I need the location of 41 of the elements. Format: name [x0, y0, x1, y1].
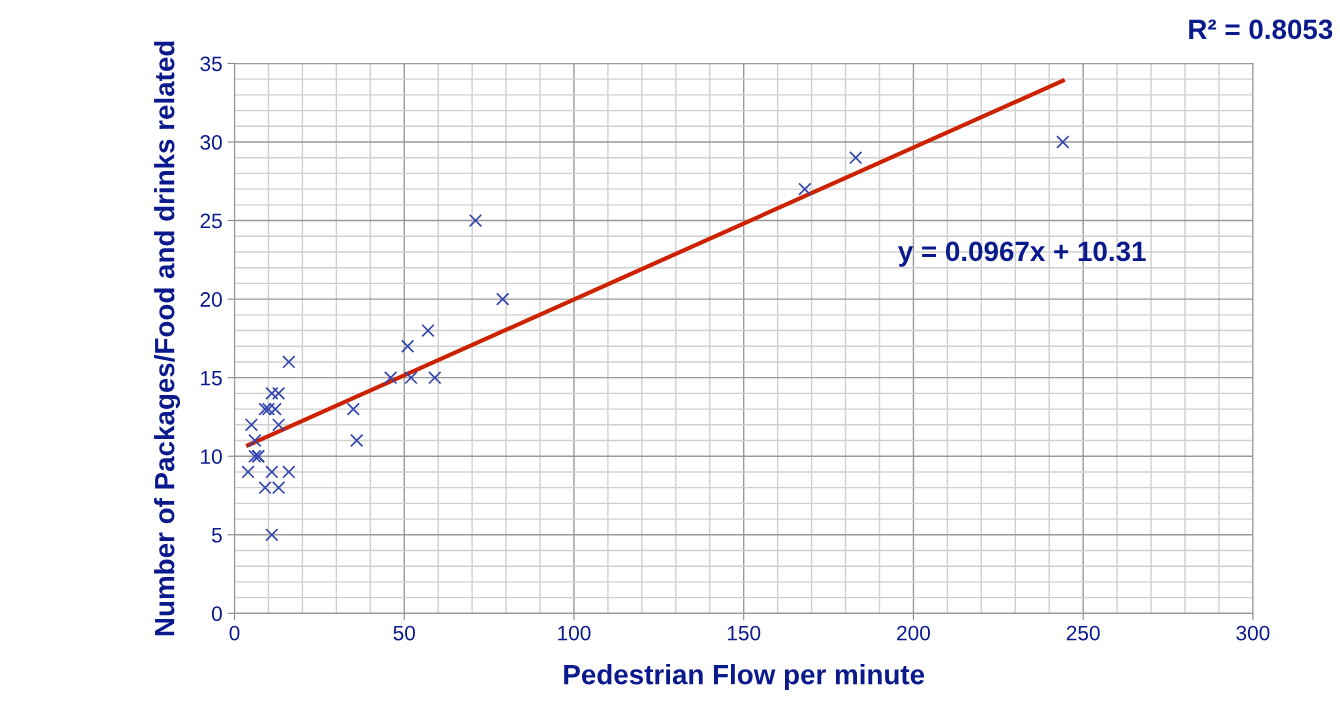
y-tick-label: 35: [200, 56, 222, 72]
point: [282, 355, 296, 369]
y-tick-label: 25: [200, 213, 222, 229]
point: [798, 182, 812, 196]
x-tick-label: 150: [727, 625, 761, 641]
x-tick-label: 50: [393, 625, 416, 641]
x-tick-label: 300: [1236, 625, 1270, 641]
x-tick-label: 200: [897, 625, 930, 641]
point: [241, 465, 255, 479]
y-tick-label: 5: [211, 528, 222, 543]
point: [404, 371, 418, 385]
point: [468, 213, 483, 228]
y-axis-title: Number of Packages/Food and drinks related: [154, 41, 181, 636]
point: [244, 418, 259, 432]
point: [265, 528, 279, 542]
y-tick-label: 30: [200, 135, 222, 150]
point: [248, 433, 262, 448]
point: [421, 323, 435, 338]
point: [282, 465, 296, 479]
annotation: y = 0.0967x + 10.31: [898, 241, 1146, 267]
point: [346, 402, 360, 416]
x-tick-label: 0: [229, 625, 240, 641]
y-tick-label: 20: [200, 292, 222, 307]
point: [428, 371, 442, 385]
point: [265, 386, 279, 401]
point: [271, 386, 286, 401]
point: [350, 433, 364, 448]
text: R² = 0.8053: [1189, 19, 1333, 40]
x-tick-label: 100: [558, 625, 591, 641]
x-axis-title: Pedestrian Flow per minute: [564, 664, 925, 690]
point: [271, 418, 286, 432]
y-tick-label: 0: [211, 606, 222, 622]
y-tick-label: 10: [201, 449, 222, 464]
point: [1056, 135, 1070, 149]
x-tick-label: 250: [1066, 625, 1100, 641]
point: [384, 371, 398, 385]
point: [496, 292, 510, 306]
point: [400, 339, 415, 353]
point: [849, 151, 863, 165]
y-tick-label: 15: [201, 370, 222, 386]
point: [265, 465, 279, 479]
